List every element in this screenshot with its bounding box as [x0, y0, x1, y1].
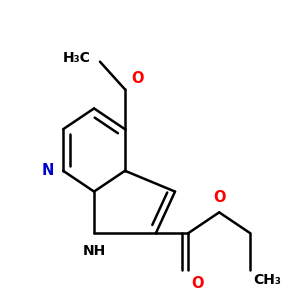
Text: CH₃: CH₃ [253, 273, 281, 287]
Text: N: N [42, 163, 54, 178]
Text: NH: NH [82, 244, 106, 257]
Text: O: O [131, 71, 143, 86]
Text: O: O [213, 190, 225, 206]
Text: O: O [191, 276, 204, 291]
Text: H₃C: H₃C [63, 51, 91, 65]
